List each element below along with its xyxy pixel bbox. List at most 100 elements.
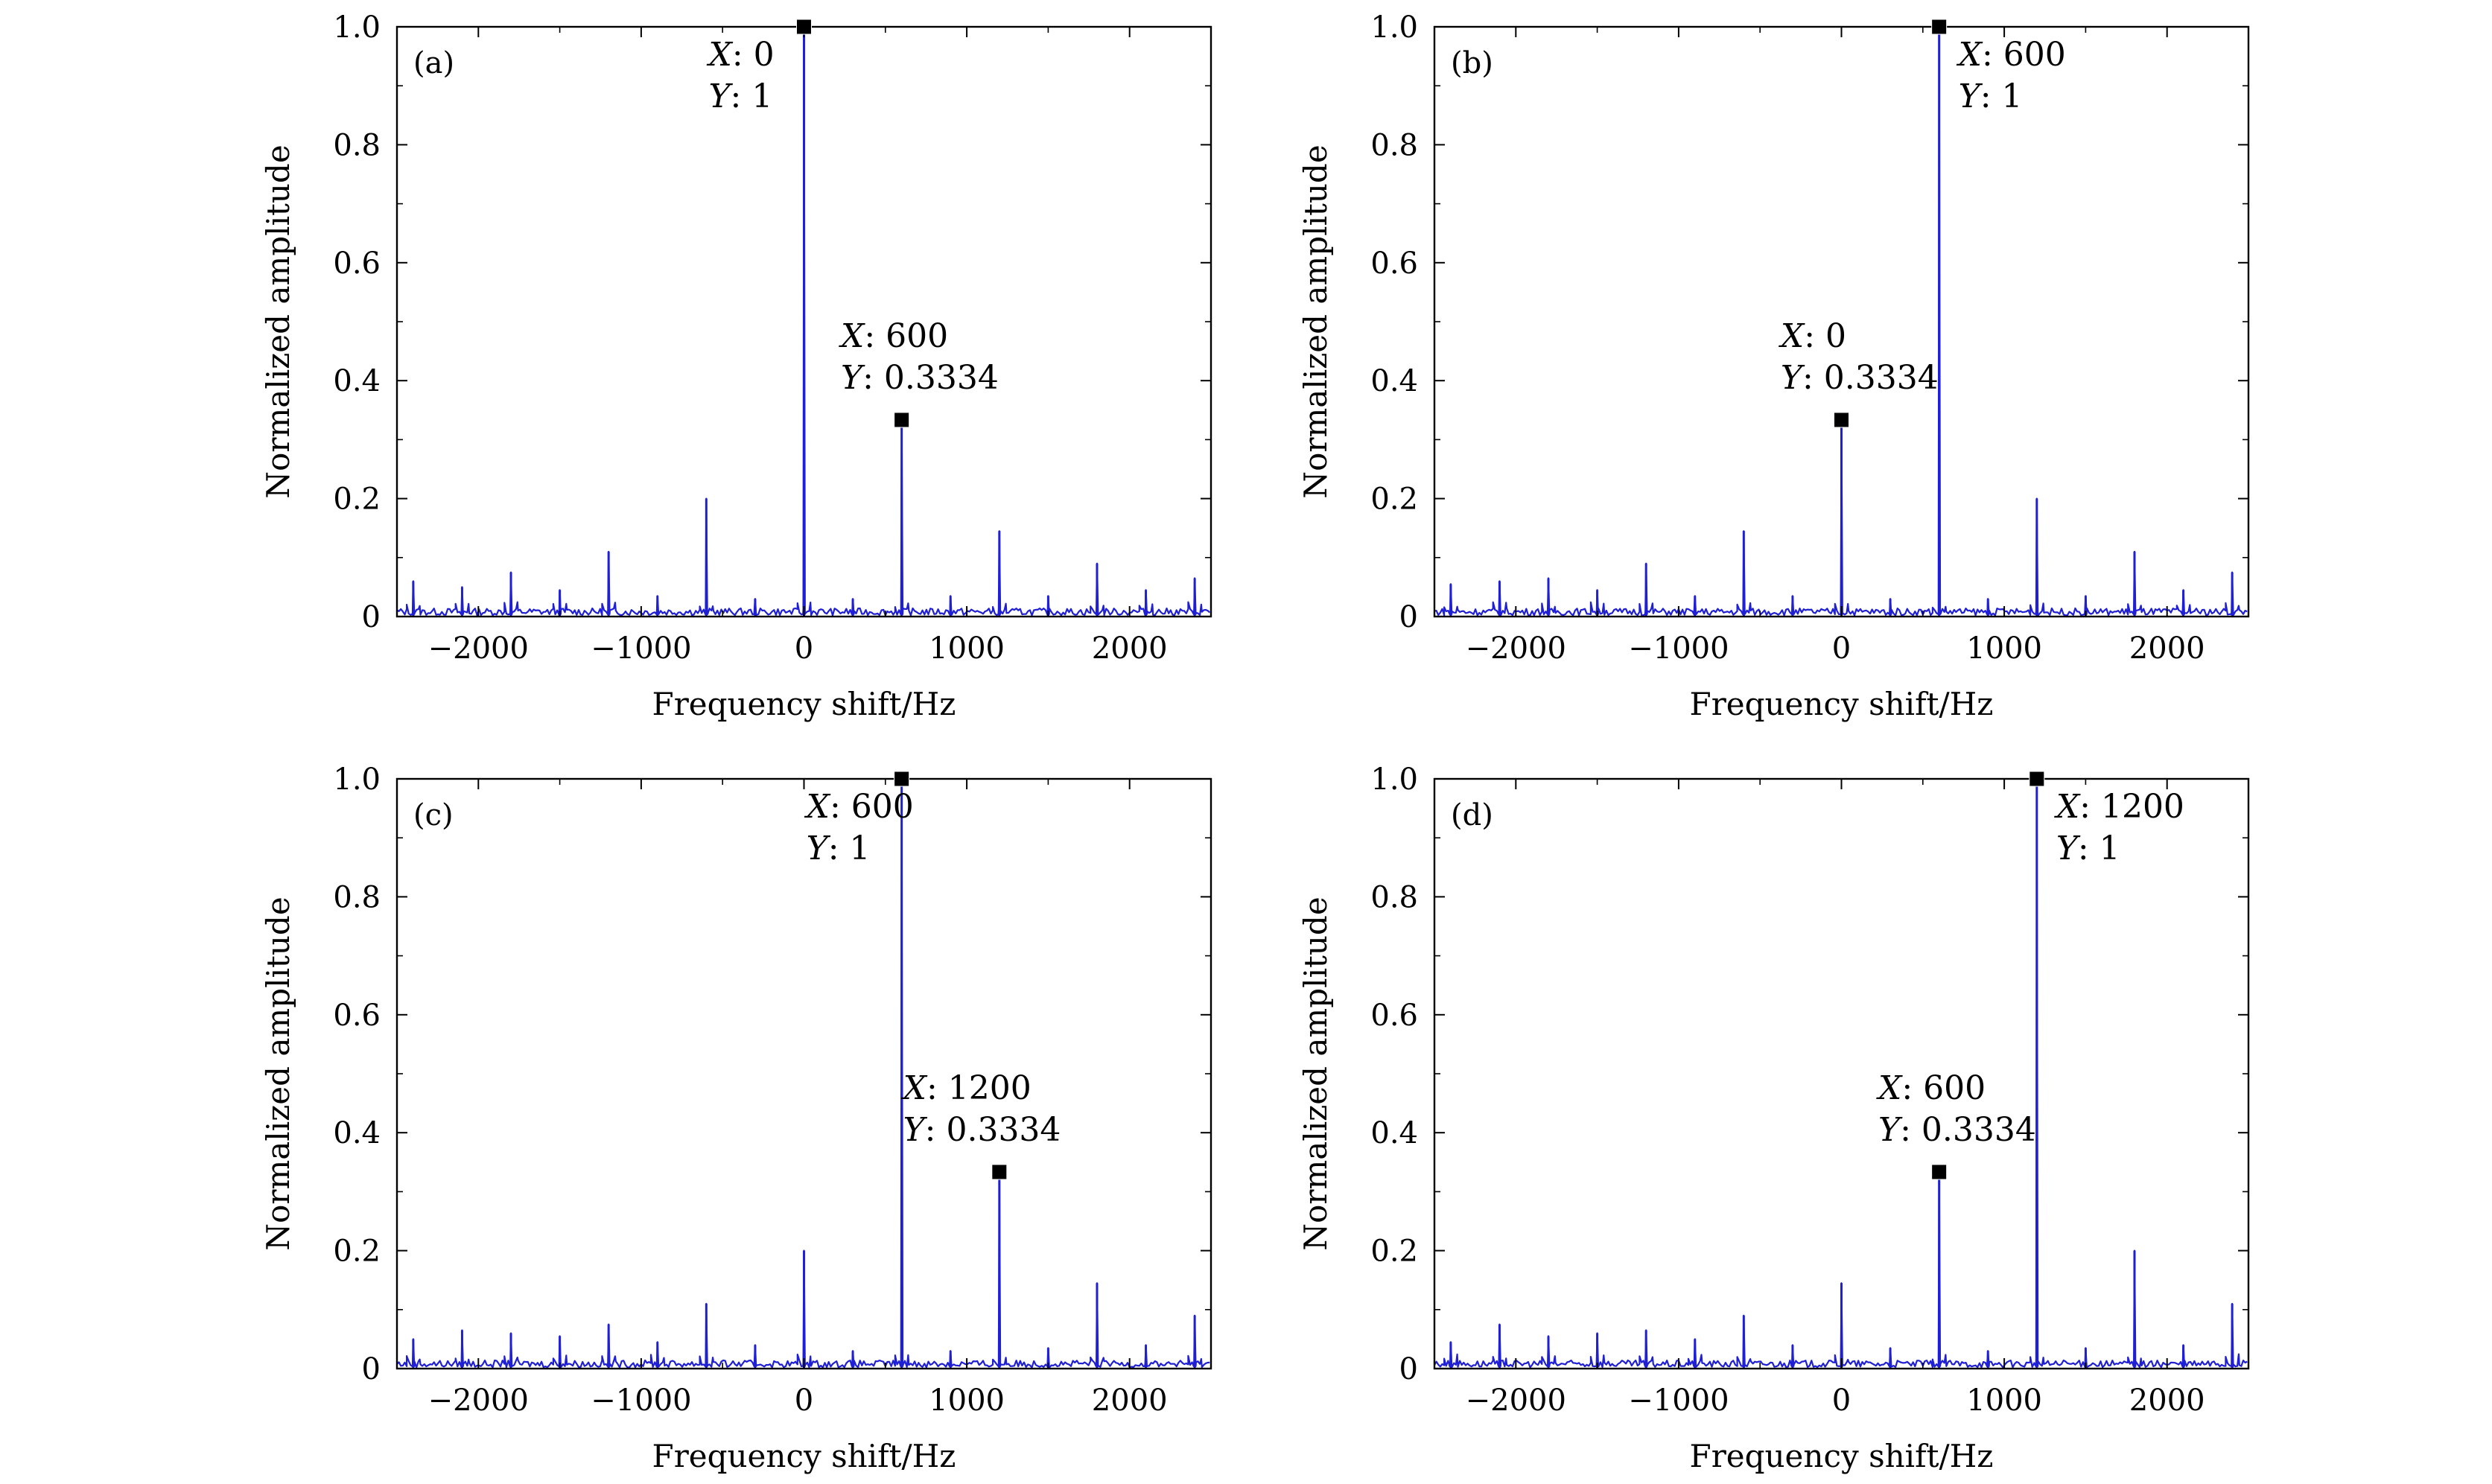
panel-tag: (a) [413, 46, 454, 80]
panel-c: −2000 −1000 0 1000 2000 0 0.2 0.4 0.6 0.8 1.0 Frequ… [260, 762, 1212, 1474]
x-tick-label: −2000 [1466, 1383, 1566, 1418]
x-axis-title: Frequency shift/Hz [1690, 1438, 1994, 1474]
datatip-x-value: : 600 [1982, 36, 2066, 74]
datatip-x-label: X [1957, 36, 1983, 74]
x-tick-label: −1000 [1628, 1383, 1729, 1418]
datatip-y-text: Y: 1 [1959, 77, 2023, 115]
y-tick-label: 0.8 [1370, 880, 1418, 914]
y-tick-label: 1.0 [1370, 762, 1418, 797]
x-tick-label: 2000 [1092, 631, 1168, 666]
x-axis-title: Frequency shift/Hz [1690, 686, 1994, 722]
datatip-y-label: Y [807, 829, 831, 867]
datatip-marker [1931, 1164, 1948, 1180]
panel-a: −2000 −1000 0 1000 2000 0 0.2 0.4 0.6 0.8 1.0 Frequ… [260, 10, 1212, 722]
datatip-x-text: X: 600 [1957, 36, 2066, 74]
x-tick-label: −2000 [428, 631, 529, 666]
datatip-x-value: : 600 [830, 788, 914, 826]
datatip-x-value: : 0 [1804, 317, 1846, 355]
panel-d: −2000 −1000 0 1000 2000 0 0.2 0.4 0.6 0.8 1.0 Frequ… [1297, 762, 2250, 1474]
datatip-marker [894, 412, 910, 428]
datatip-x-value: : 0 [732, 36, 775, 74]
spectrum-line [396, 777, 1210, 1369]
datatip-marker [796, 19, 812, 35]
y-tick-label: 0.4 [1370, 1116, 1418, 1150]
y-tick-label: 1.0 [333, 10, 381, 45]
x-tick-label: 1000 [929, 1383, 1005, 1418]
y-tick-label: 0.8 [1370, 128, 1418, 162]
y-tick-label: 0 [362, 600, 381, 634]
y-tick-label: 0.2 [333, 483, 381, 517]
datatip-y-label: Y [1959, 77, 1983, 115]
datatip-marker [1931, 19, 1948, 35]
x-tick-label: 1000 [1966, 631, 2042, 666]
datatip-x-label: X [707, 36, 734, 74]
x-tick-label: 1000 [1966, 1383, 2042, 1418]
y-tick-label: 0.4 [1370, 364, 1418, 398]
datatip-y-text: Y: 0.3334 [903, 1111, 1061, 1149]
y-tick-label: 0.6 [1370, 999, 1418, 1033]
datatip-x-text: X: 0 [707, 36, 775, 74]
x-tick-label: 0 [795, 1383, 813, 1418]
x-tick-label: −1000 [591, 1383, 691, 1418]
datatip-y-value: : 1 [731, 77, 773, 115]
y-tick-label: 0.6 [333, 246, 381, 281]
y-axis-title: Normalized amplitude [260, 144, 296, 498]
y-tick-label: 0.8 [333, 128, 381, 162]
y-tick-label: 1.0 [1370, 10, 1418, 45]
x-tick-label: −2000 [428, 1383, 529, 1418]
panel-tag: (b) [1451, 46, 1493, 80]
datatip-x-label: X [804, 788, 831, 826]
datatip-x-value: : 1200 [926, 1069, 1032, 1107]
y-tick-label: 0 [362, 1352, 381, 1386]
datatip-x-label: X [1779, 317, 1805, 355]
x-tick-label: 1000 [929, 631, 1005, 666]
datatip-x-text: X: 600 [804, 788, 914, 826]
datatip-marker [1834, 412, 1849, 428]
y-tick-label: 0.8 [333, 880, 381, 914]
datatip-y-label: Y [2056, 829, 2081, 867]
datatip-y-text: Y: 1 [709, 77, 773, 115]
plot-frame [1433, 777, 2250, 1370]
x-axis-title: Frequency shift/Hz [652, 686, 956, 722]
datatip-y-value: : 0.3334 [1802, 359, 1939, 397]
datatip-y-label: Y [709, 77, 734, 115]
y-tick-label: 0.2 [1370, 1235, 1418, 1269]
y-tick-label: 0 [1399, 1352, 1418, 1386]
datatip-y-label: Y [841, 359, 865, 397]
y-axis-title: Normalized amplitude [1297, 897, 1334, 1250]
datatip-y-label: Y [903, 1111, 928, 1149]
x-axis-title: Frequency shift/Hz [652, 1438, 956, 1474]
datatip-y-text: Y: 1 [2056, 829, 2120, 867]
datatip-y-value: : 0.3334 [862, 359, 999, 397]
x-tick-label: −2000 [1466, 631, 1566, 666]
datatip-y-value: : 0.3334 [925, 1111, 1061, 1149]
datatip-y-text: Y: 0.3334 [1878, 1111, 2036, 1149]
datatip-x-label: X [2054, 788, 2081, 826]
spectrum-line [1434, 777, 2248, 1369]
x-tick-label: 0 [795, 631, 813, 666]
datatip-x-value: : 600 [864, 317, 948, 355]
datatip-x-text: X: 600 [1876, 1069, 1986, 1107]
x-tick-label: 2000 [2129, 1383, 2205, 1418]
datatip-y-value: : 1 [828, 829, 871, 867]
datatip-x-label: X [901, 1069, 928, 1107]
y-tick-label: 0.4 [333, 1116, 381, 1150]
datatip-y-value: : 1 [2078, 829, 2120, 867]
datatip-x-text: X: 1200 [2054, 788, 2184, 826]
datatip-x-value: : 1200 [2079, 788, 2184, 826]
datatip-x-value: : 600 [1901, 1069, 1986, 1107]
x-tick-label: 2000 [2129, 631, 2205, 666]
y-tick-label: 0.6 [333, 999, 381, 1033]
y-axis-title: Normalized amplitude [260, 897, 296, 1250]
y-tick-label: 0.2 [333, 1235, 381, 1269]
datatip-y-label: Y [1781, 359, 1805, 397]
x-tick-label: 0 [1832, 1383, 1851, 1418]
y-tick-label: 0.4 [333, 364, 381, 398]
panel-tag: (d) [1451, 798, 1493, 832]
datatip-x-label: X [839, 317, 865, 355]
datatip-y-text: Y: 0.3334 [841, 359, 999, 397]
y-tick-label: 0.2 [1370, 483, 1418, 517]
datatip-y-text: Y: 1 [807, 829, 871, 867]
y-tick-label: 1.0 [333, 762, 381, 797]
